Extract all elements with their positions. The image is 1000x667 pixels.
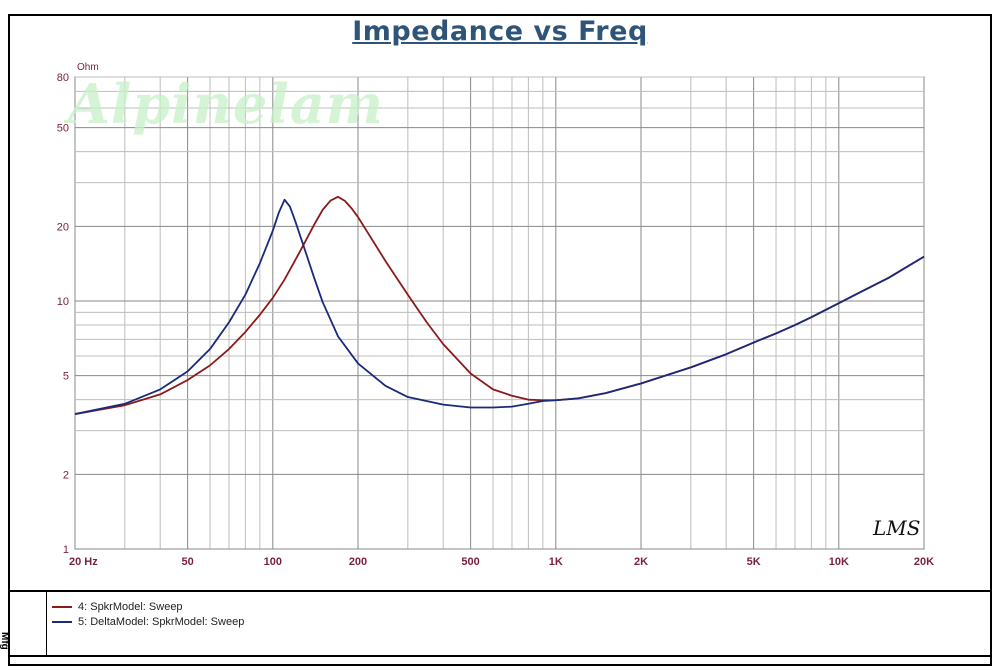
series-line-5 xyxy=(74,198,925,415)
legend-bottom-border xyxy=(8,655,992,657)
x-tick-label-6: 2K xyxy=(634,556,648,568)
legend-swatch-series-5 xyxy=(52,621,72,624)
x-tick-label-5: 1K xyxy=(549,556,563,568)
legend-divider xyxy=(46,592,47,656)
tick-layer: 20 Hz 50 100 200 500 1K 2K 5K 10K 20K 1 2 5 10 20 50 80 O… xyxy=(57,62,934,568)
side-label: Mfg xyxy=(0,632,10,650)
x-tick-label-4: 500 xyxy=(461,556,479,568)
watermark-logo: Alpinelam xyxy=(68,72,384,136)
y-tick-label-3: 10 xyxy=(57,296,69,308)
legend-label-series-4: 4: SpkrModel: Sweep xyxy=(78,601,183,613)
y-axis-label: Ohm xyxy=(77,62,99,73)
x-tick-label-1: 50 xyxy=(181,556,193,568)
legend-panel xyxy=(8,590,992,656)
series-layer xyxy=(74,195,925,415)
x-tick-label-8: 10K xyxy=(829,556,849,568)
y-tick-label-1: 2 xyxy=(63,469,69,481)
plot-area xyxy=(74,76,925,550)
y-tick-label-5: 50 xyxy=(57,123,69,135)
legend-swatch-series-4 xyxy=(52,606,72,609)
y-tick-label-4: 20 xyxy=(57,221,69,233)
chart-title: Impedance vs Freq xyxy=(352,16,648,47)
x-tick-label-3: 200 xyxy=(349,556,367,568)
x-tick-label-2: 100 xyxy=(264,556,282,568)
y-tick-label-6: 80 xyxy=(57,72,69,84)
legend-entry-series-5: 5: DeltaModel: SpkrModel: Sweep xyxy=(52,616,244,628)
legend-label-series-5: 5: DeltaModel: SpkrModel: Sweep xyxy=(78,616,245,628)
grid-layer xyxy=(74,76,925,550)
x-tick-label-7: 5K xyxy=(747,556,761,568)
chart-frame xyxy=(8,14,992,666)
lms-logo: LMS xyxy=(873,516,921,540)
x-tick-label-0: 20 Hz xyxy=(69,556,98,568)
legend-entry-series-4: 4: SpkrModel: Sweep xyxy=(52,601,183,613)
y-tick-label-0: 1 xyxy=(63,544,69,556)
x-tick-label-9: 20K xyxy=(914,556,934,568)
y-tick-label-2: 5 xyxy=(63,371,69,383)
